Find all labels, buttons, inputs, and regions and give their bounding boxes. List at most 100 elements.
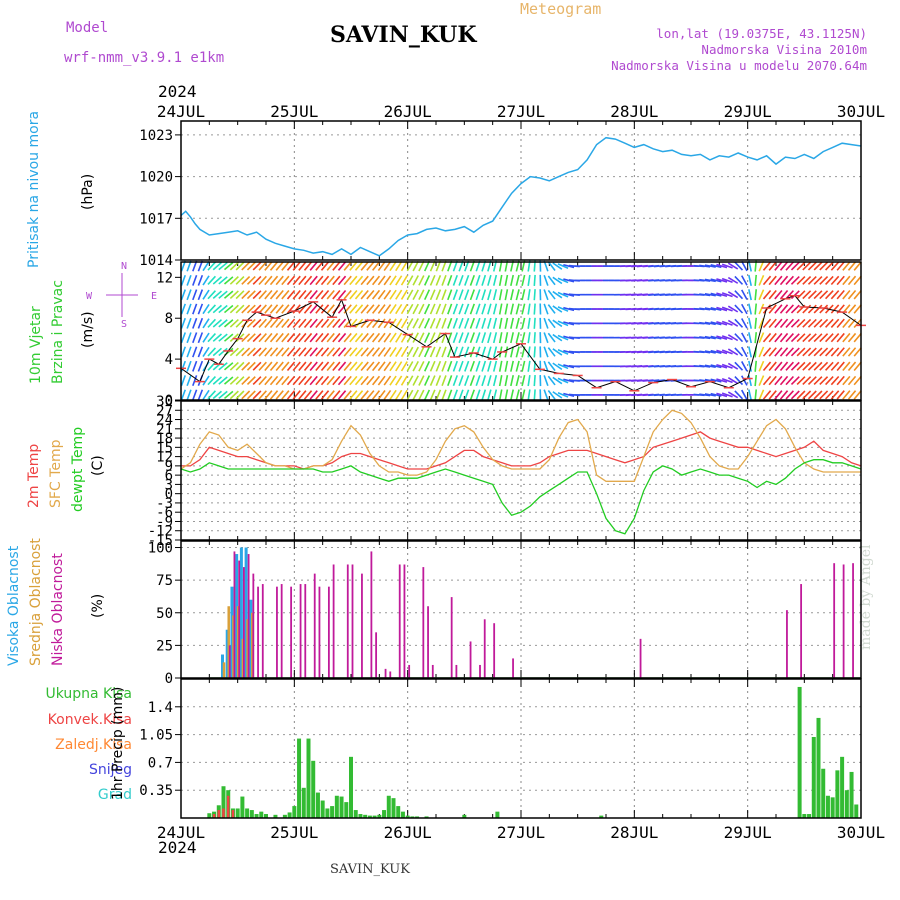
wind-arrow xyxy=(264,261,273,271)
wind-arrow xyxy=(343,375,352,386)
total-precip-bar xyxy=(816,717,821,818)
panel-frame-2 xyxy=(180,400,862,541)
wind-arrow xyxy=(447,274,453,286)
wind-arrow xyxy=(819,347,829,357)
wind-arrow xyxy=(337,318,347,329)
total-precip-bar xyxy=(400,811,405,818)
mid-cloud-bar xyxy=(251,612,254,678)
wind-arrow xyxy=(264,347,273,357)
wind-arrow xyxy=(762,332,772,343)
wind-arrow xyxy=(458,289,464,301)
wind-arrow xyxy=(543,303,549,315)
wind-arrow xyxy=(779,289,789,300)
wind-arrow xyxy=(515,360,520,372)
wind-arrow xyxy=(383,289,392,300)
wind-arrow xyxy=(727,291,739,299)
wind-arrow xyxy=(734,261,744,271)
low-cloud-bar xyxy=(304,584,307,678)
wind-arrow xyxy=(464,317,470,329)
total-precip-bar xyxy=(372,815,377,818)
wind-arrow xyxy=(395,318,403,329)
wind-arrow xyxy=(246,275,256,285)
wind-arrow xyxy=(435,360,442,372)
wind-arrow xyxy=(197,332,204,344)
wind-arrow xyxy=(748,303,752,315)
wind-arrow xyxy=(235,304,245,314)
total-precip-bar xyxy=(840,756,845,818)
wind-arrow xyxy=(281,304,290,314)
wind-arrow xyxy=(481,332,487,344)
wind-arrow xyxy=(754,389,758,401)
wind-arrow xyxy=(292,347,301,357)
wind-arrow xyxy=(836,347,845,357)
conv-precip-bar xyxy=(217,810,221,818)
y-tick-label: 0 xyxy=(165,671,173,687)
wind-arrow xyxy=(458,317,464,329)
low-cloud-bar xyxy=(427,606,429,678)
wind-arrow xyxy=(830,261,840,271)
wind-arrow xyxy=(360,390,369,400)
y-tick-label: 15 xyxy=(156,440,173,456)
wind-arrow xyxy=(429,375,436,386)
wind-arrow xyxy=(180,303,186,315)
wind-arrow xyxy=(475,389,481,401)
wind-arrow xyxy=(406,260,414,272)
low-cloud-bar xyxy=(842,564,845,678)
wind-arrow xyxy=(498,360,503,372)
wind-arrow xyxy=(487,303,492,315)
wind-arrow xyxy=(825,318,834,328)
wind-arrow xyxy=(802,361,812,371)
wind-arrow xyxy=(853,361,862,371)
wind-arrow xyxy=(423,375,431,386)
wind-arrow xyxy=(286,390,296,400)
total-precip-bar xyxy=(297,738,302,818)
wind-arrow xyxy=(292,361,301,371)
wind-arrow xyxy=(754,332,758,344)
wind-arrow xyxy=(464,389,470,401)
wind-arrow xyxy=(423,318,431,329)
wind-arrow xyxy=(469,303,475,315)
wind-arrow xyxy=(180,375,186,387)
wind-arrow xyxy=(281,361,290,371)
wind-arrow xyxy=(819,304,829,314)
wind-arrow xyxy=(252,261,262,271)
wind-arrow xyxy=(337,375,347,386)
wind-arrow xyxy=(758,346,765,358)
day-label-top: 25JUL xyxy=(270,102,318,121)
temp2m-line xyxy=(181,431,862,470)
low-cloud-bar xyxy=(242,567,245,678)
wind-arrow xyxy=(412,346,419,358)
pressure-line xyxy=(180,136,862,257)
total-precip-bar xyxy=(334,795,339,818)
wind-arrow xyxy=(813,333,823,343)
wind-arrow xyxy=(510,332,515,344)
wind-arrow xyxy=(741,332,748,343)
wind-arrow xyxy=(734,361,744,371)
wind-arrow xyxy=(298,332,307,343)
wind-arrow xyxy=(212,290,223,299)
wind-arrow xyxy=(286,275,296,286)
wind-arrow xyxy=(343,289,352,300)
total-precip-bar xyxy=(495,811,500,818)
wind-arrow xyxy=(721,277,733,283)
wind-arrow xyxy=(281,347,290,357)
wind-arrow xyxy=(371,289,381,300)
high-cloud-bar xyxy=(249,599,253,678)
y-tick-label: -3 xyxy=(156,496,173,512)
wind-arrow xyxy=(332,375,341,386)
wind-arrow xyxy=(349,304,358,314)
wind-arrow xyxy=(504,317,509,329)
wind-arrow xyxy=(275,390,284,400)
wind-arrow xyxy=(207,333,217,343)
wind-arrow xyxy=(241,376,251,386)
wind-arrow xyxy=(326,347,335,357)
wind-arrow xyxy=(286,347,296,357)
wind-arrow xyxy=(721,349,733,355)
model-label: Model xyxy=(66,20,109,36)
wind-arrow xyxy=(830,290,840,300)
wind-arrow xyxy=(510,360,515,372)
y-tick-label: 9 xyxy=(165,459,173,475)
low-cloud-bar xyxy=(455,664,458,678)
wind-arrow xyxy=(354,304,364,314)
wind-arrow xyxy=(235,275,245,285)
